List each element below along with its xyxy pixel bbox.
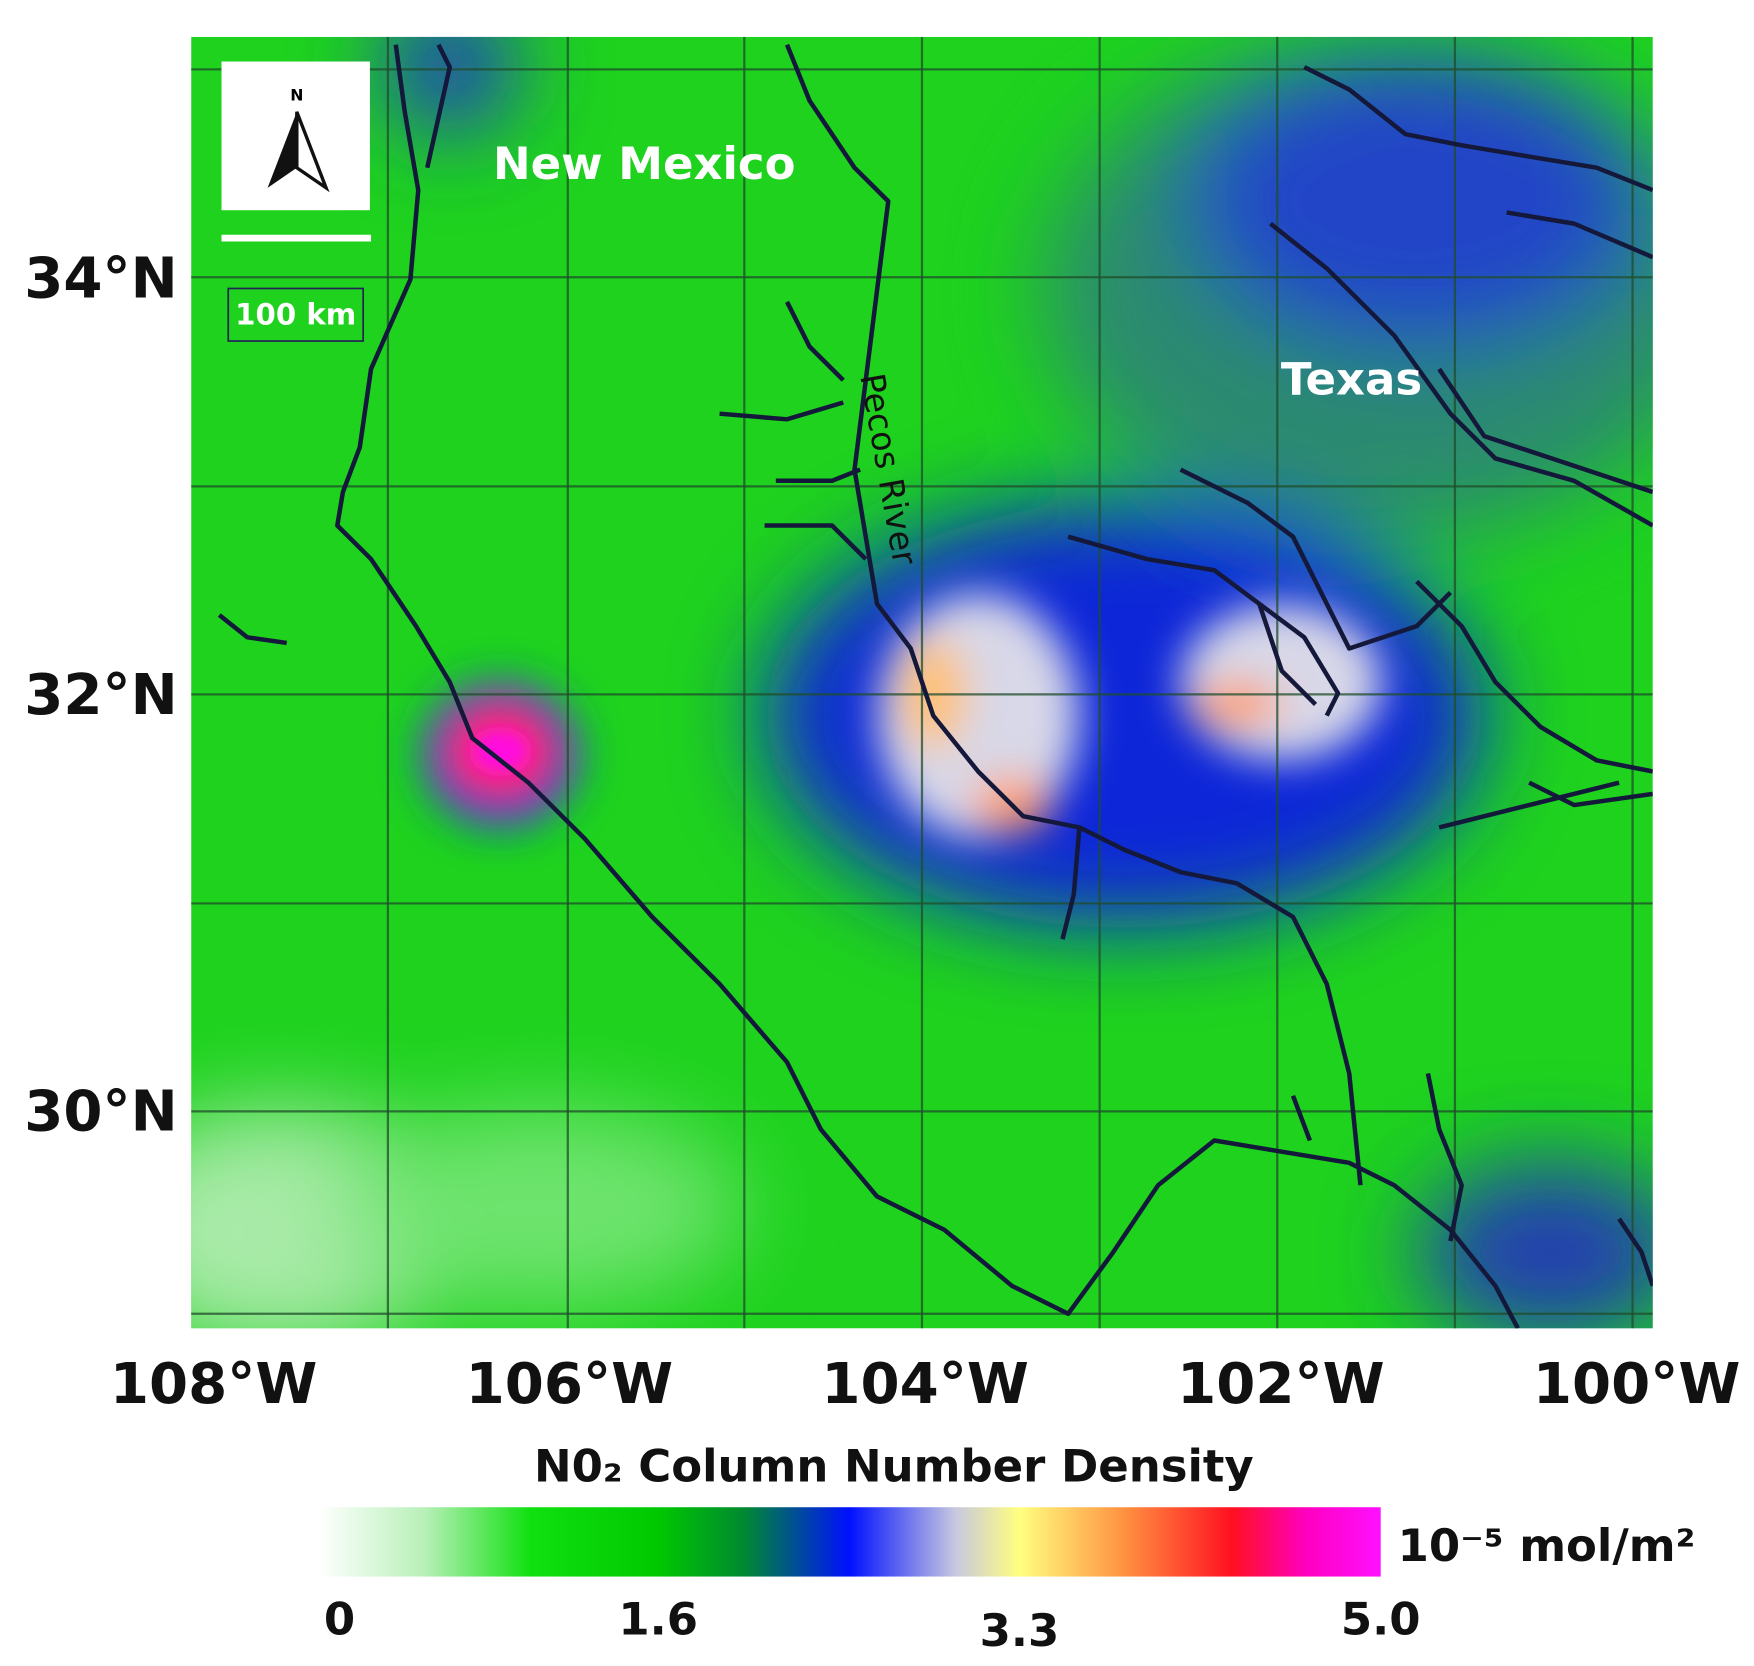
scale-box (227, 287, 365, 342)
lon-label: 104°W (821, 1352, 1028, 1417)
grid (191, 36, 1653, 1329)
scale-label: 100 km (235, 297, 356, 331)
colorbar-tick-label: 0 (324, 1593, 355, 1646)
lon-label: 100°W (1533, 1352, 1740, 1417)
lat-label: 32°N (24, 663, 177, 728)
rivers (217, 43, 1653, 1329)
latitude-labels: 34°N 32°N 30°N (24, 247, 177, 1145)
lon-label: 102°W (1177, 1352, 1384, 1417)
lon-label: 108°W (110, 1352, 317, 1417)
north-arrow (267, 111, 297, 188)
north-arrow (295, 111, 330, 193)
region-label: New Mexico (493, 137, 795, 190)
colorbar-tick-label: 5.0 (1341, 1593, 1421, 1646)
colorbar (318, 1507, 1381, 1577)
lon-label: 106°W (466, 1352, 673, 1417)
lat-label: 30°N (24, 1080, 177, 1145)
colorbar-title: N0₂ Column Number Density (534, 1440, 1254, 1493)
lat-label: 34°N (24, 247, 177, 312)
colorbar-tick-label: 3.3 (980, 1604, 1060, 1657)
colorbar-tick-label: 1.6 (618, 1593, 698, 1646)
longitude-labels: 108°W 106°W 104°W 102°W 100°W (110, 1352, 1740, 1417)
colorbar-unit: 10⁻⁵ mol/m² (1398, 1519, 1696, 1572)
peak (468, 726, 532, 776)
map-area (191, 36, 1653, 1329)
north-label: N (290, 86, 303, 105)
colorbar-ticks: 0 1.6 3.3 5.0 (324, 1593, 1421, 1657)
region-label: Texas (1281, 353, 1422, 406)
